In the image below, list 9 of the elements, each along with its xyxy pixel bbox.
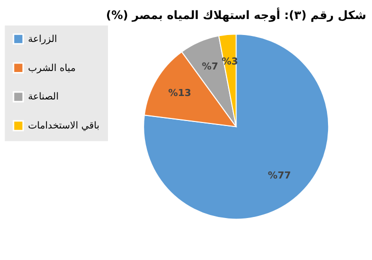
data-label: %77 [268, 170, 291, 182]
legend-label: باقي الاستخدامات [28, 120, 100, 132]
data-label: %13 [168, 88, 192, 100]
data-label: %7 [202, 61, 218, 72]
chart-title: شكل رقم (٣): أوجه استهلاك المياه بمصر (%) [106, 6, 366, 22]
legend-label: مياه الشرب [28, 62, 76, 74]
legend-label: الزراعة [28, 34, 58, 45]
pie-slice [143, 34, 330, 220]
legend-label: الصناعة [28, 92, 59, 103]
